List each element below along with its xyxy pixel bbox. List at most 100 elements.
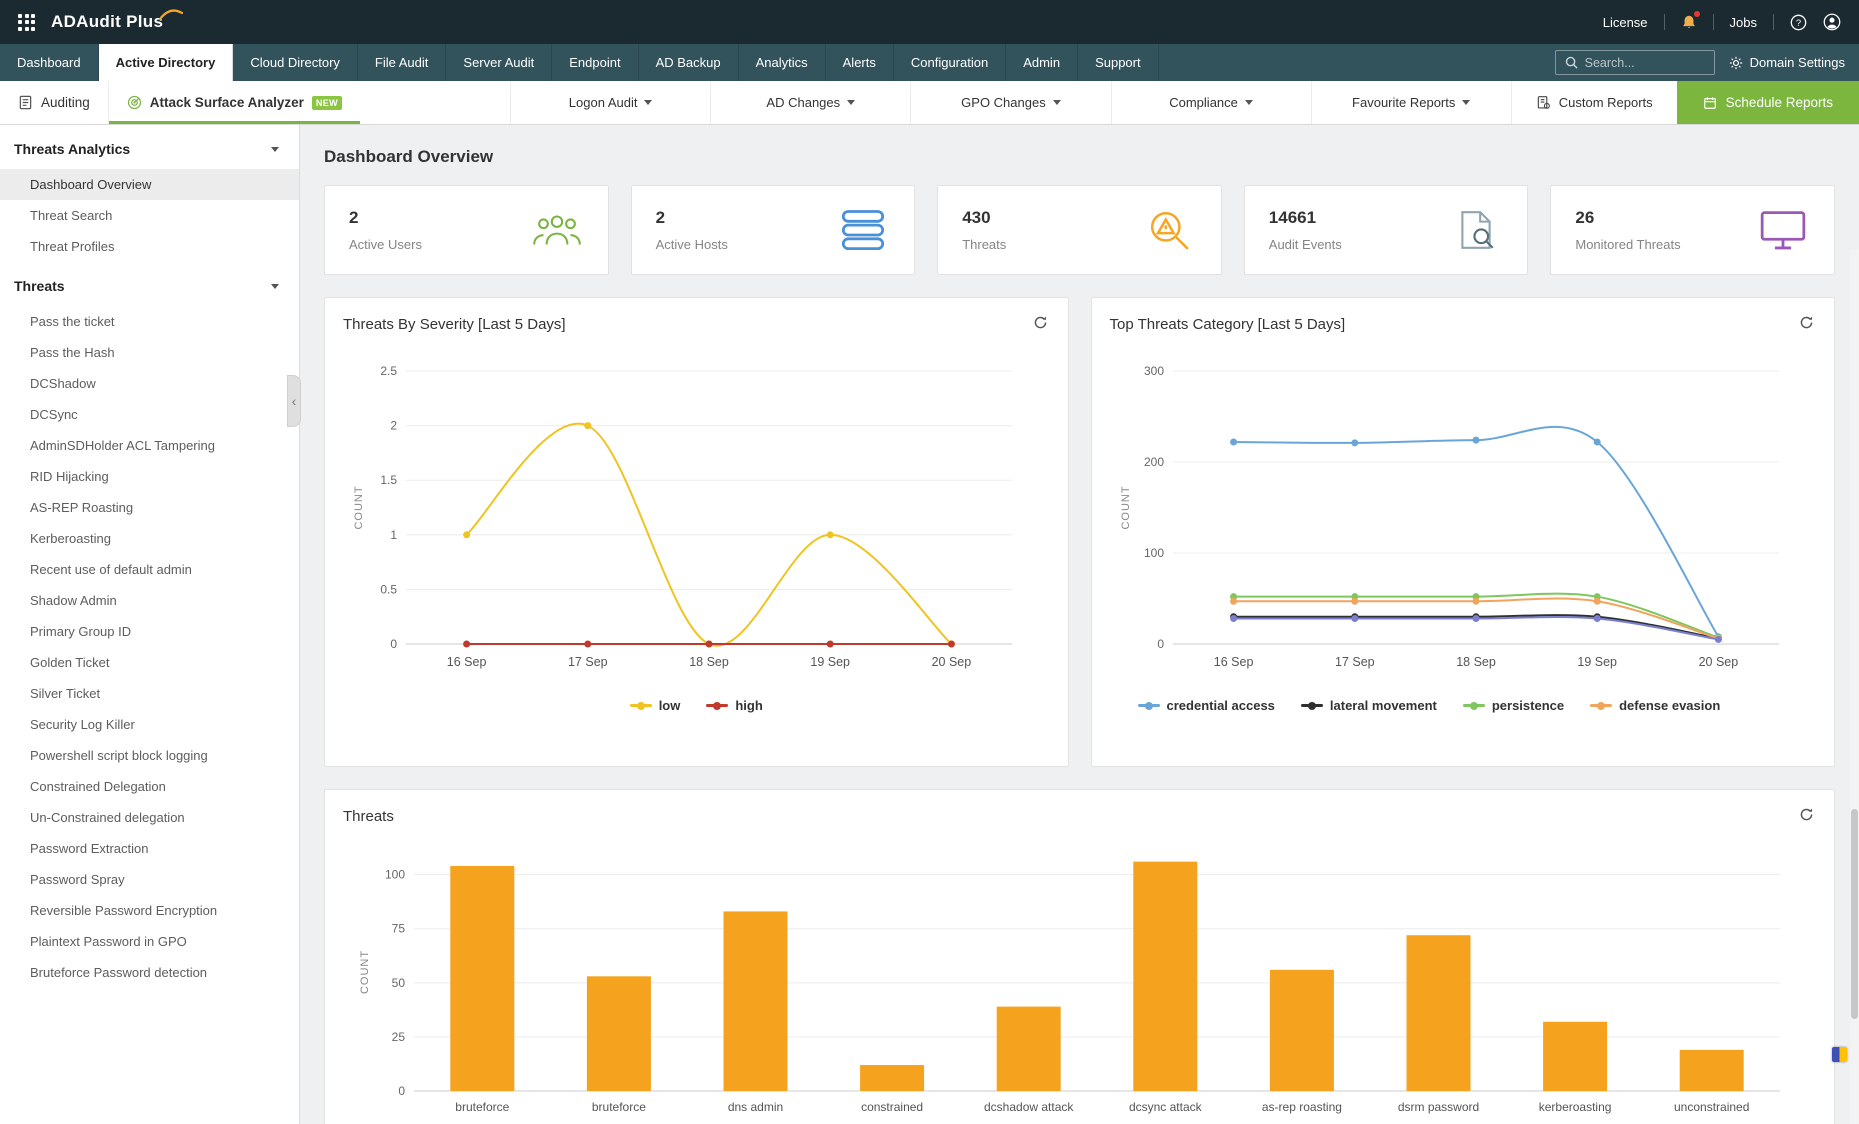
sidebar-item-constrained-delegation[interactable]: Constrained Delegation [30,779,166,794]
sidebar-item-reversible-password-encryption[interactable]: Reversible Password Encryption [30,903,218,918]
bar-kerberoasting[interactable] [1542,1021,1607,1091]
svg-text:0: 0 [1157,637,1164,651]
sidebar-item-golden-ticket[interactable]: Golden Ticket [30,655,110,670]
sidebar-collapse-handle[interactable]: ‹ [287,375,301,427]
bar-bruteforce[interactable] [586,976,651,1091]
scrollbar-thumb[interactable] [1851,809,1858,1020]
sidebar-item-primary-group-id[interactable]: Primary Group ID [30,624,132,639]
stat-card-monitored-threats[interactable]: 26 Monitored Threats [1550,185,1835,275]
stat-card-active-hosts[interactable]: 2 Active Hosts [630,185,916,275]
sidebar-item-recent-use-of-default-admin[interactable]: Recent use of default admin [30,562,192,577]
nav-tab-cloud-directory[interactable]: Cloud Directory [233,44,358,81]
legend-defense-evasion[interactable]: defense evasion [1590,698,1720,713]
nav-tab-file-audit[interactable]: File Audit [358,44,447,81]
menu-compliance[interactable]: Compliance [1110,81,1311,124]
analyzer-label: Attack Surface Analyzer [149,95,304,110]
svg-text:17 Sep: 17 Sep [568,655,608,669]
legend-low[interactable]: low [629,698,680,713]
help-icon[interactable]: ? [1790,14,1807,31]
nav-tab-server-audit[interactable]: Server Audit [446,44,553,81]
nav-tab-analytics[interactable]: Analytics [739,44,826,81]
svg-text:19 Sep: 19 Sep [1577,655,1617,669]
menu-ad-changes[interactable]: AD Changes [710,81,910,124]
legend-credential-access[interactable]: credential access [1137,698,1275,713]
bar-bruteforce[interactable] [449,865,514,1091]
domain-settings-button[interactable]: Domain Settings [1729,55,1845,70]
menu-favourite-reports[interactable]: Favourite Reports [1310,81,1511,124]
sidebar-item-dashboard-overview[interactable]: Dashboard Overview [0,169,299,200]
svg-text:COUNT: COUNT [353,485,365,529]
legend-high[interactable]: high [706,698,763,713]
svg-text:constrained: constrained [861,1100,923,1114]
sidebar-item-password-extraction[interactable]: Password Extraction [30,841,149,856]
sidebar-section-threats[interactable]: Threats [0,262,299,306]
sidebar-item-bruteforce-password-detection[interactable]: Bruteforce Password detection [30,965,208,980]
menu-logon-audit[interactable]: Logon Audit [510,81,710,124]
new-badge: NEW [311,95,343,110]
nav-tab-support[interactable]: Support [1078,44,1159,81]
nav-tab-admin[interactable]: Admin [1006,44,1079,81]
sidebar-item-as-rep-roasting[interactable]: AS-REP Roasting [30,500,134,515]
sidebar-item-un-constrained-delegation[interactable]: Un-Constrained delegation [30,810,185,825]
refresh-button[interactable] [1797,805,1816,827]
sidebar-item-shadow-admin[interactable]: Shadow Admin [30,593,117,608]
nav-tab-endpoint[interactable]: Endpoint [552,44,639,81]
chevron-down-icon [644,100,653,105]
custom-reports-button[interactable]: Custom Reports [1510,81,1677,124]
search-input[interactable] [1584,55,1695,70]
sidebar-item-adminsdholder-acl-tampering[interactable]: AdminSDHolder ACL Tampering [30,438,215,453]
nav-tab-active-directory[interactable]: Active Directory [98,44,234,81]
sidebar-item-threat-profiles[interactable]: Threat Profiles [30,239,115,254]
legend-lateral-movement[interactable]: lateral movement [1300,698,1437,713]
bar-dcshadow-attack[interactable] [996,1006,1061,1091]
sidebar-item-dcshadow[interactable]: DCShadow [30,376,96,391]
user-avatar-icon[interactable] [1823,13,1841,31]
sidebar-item-rid-hijacking[interactable]: RID Hijacking [30,469,109,484]
sidebar-nav: Threats Analytics Dashboard Overview Threa… [0,125,299,988]
nav-tab-alerts[interactable]: Alerts [826,44,894,81]
corner-widget[interactable] [1832,1047,1847,1062]
nav-tab-ad-backup[interactable]: AD Backup [639,44,739,81]
license-link[interactable]: License [1602,14,1648,30]
sidebar-item-threat-search[interactable]: Threat Search [30,208,113,223]
svg-text:200: 200 [1144,455,1164,469]
stat-card-audit-events[interactable]: 14661 Audit Events [1243,185,1529,275]
bar-dns-admin[interactable] [723,911,787,1091]
tab-attack-surface-analyzer[interactable]: Attack Surface Analyzer NEW [107,81,360,124]
sidebar-item-pass-the-ticket[interactable]: Pass the ticket [30,314,115,329]
svg-text:1.5: 1.5 [381,473,398,487]
sidebar-item-powershell-script-block-logging[interactable]: Powershell script block logging [30,748,208,763]
nav-tab-configuration[interactable]: Configuration [894,44,1007,81]
apps-grid-icon[interactable] [18,13,35,31]
stat-card-active-users[interactable]: 2 Active Users [324,185,609,275]
sidebar-item-dcsync[interactable]: DCSync [30,407,78,422]
stat-text: 14661 Audit Events [1269,208,1342,252]
sidebar-item-silver-ticket[interactable]: Silver Ticket [30,686,101,701]
bar-as-rep-roasting[interactable] [1269,969,1334,1091]
sidebar-item-security-log-killer[interactable]: Security Log Killer [30,717,135,732]
bar-constrained[interactable] [859,1065,924,1091]
bar-dcsync-attack[interactable] [1132,861,1197,1091]
notifications-bell-icon[interactable] [1681,10,1701,31]
tab-auditing[interactable]: Auditing [0,81,108,124]
schedule-reports-button[interactable]: Schedule Reports [1676,81,1859,124]
sidebar-item-kerberoasting[interactable]: Kerberoasting [30,531,111,546]
nav-tab-dashboard[interactable]: Dashboard [0,44,99,81]
jobs-link[interactable]: Jobs [1729,14,1757,30]
stat-value: 2 [655,208,666,227]
sidebar-item-password-spray[interactable]: Password Spray [30,872,125,887]
bar-unconstrained[interactable] [1679,1049,1744,1091]
category-panel: Top Threats Category [Last 5 Days] 0 100 2… [1090,297,1835,767]
sidebar-section-threats-analytics[interactable]: Threats Analytics [0,125,299,169]
refresh-button[interactable] [1031,313,1050,335]
search-box[interactable] [1554,50,1715,75]
chevron-down-icon [847,100,856,105]
stat-card-threats[interactable]: 430 Threats [937,185,1222,275]
menu-gpo-changes[interactable]: GPO Changes [910,81,1110,124]
legend-persistence[interactable]: persistence [1462,698,1564,713]
bar-dsrm-password[interactable] [1406,935,1470,1091]
sidebar-item-pass-the-hash[interactable]: Pass the Hash [30,345,115,360]
refresh-button[interactable] [1797,313,1816,335]
page-scrollbar[interactable] [1850,250,1859,1124]
sidebar-item-plaintext-password-in-gpo[interactable]: Plaintext Password in GPO [30,934,187,949]
